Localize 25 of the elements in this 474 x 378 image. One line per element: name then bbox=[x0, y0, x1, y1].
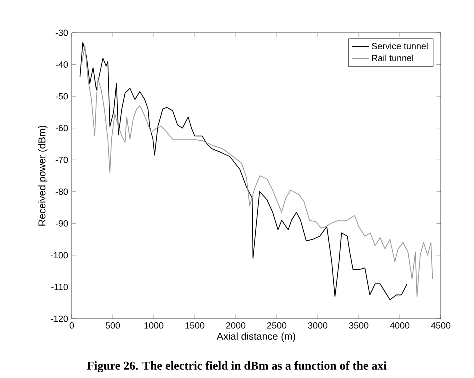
x-axis-title: Axial distance (m) bbox=[216, 332, 296, 342]
y-tick-label: -60 bbox=[56, 125, 68, 132]
x-tick-label: 2500 bbox=[267, 322, 287, 329]
legend-label: Service tunnel bbox=[372, 42, 428, 50]
x-tick-label: 3000 bbox=[308, 322, 328, 329]
y-tick-label: -40 bbox=[56, 62, 68, 68]
caption: Figure 26. The electric field in dBm as a function of the axi bbox=[87, 361, 387, 372]
y-axis-title: Received power (dBm) bbox=[38, 126, 48, 226]
y-tick-label: -30 bbox=[56, 30, 68, 36]
x-tick-label: 0 bbox=[70, 322, 74, 329]
y-tick-label: -80 bbox=[56, 188, 68, 196]
y-tick-label: -90 bbox=[56, 220, 68, 227]
y-tick-label: -110 bbox=[52, 284, 68, 290]
x-tick-label: 4500 bbox=[431, 322, 451, 329]
x-tick-label: 1000 bbox=[144, 322, 164, 329]
x-tick-label: 4000 bbox=[390, 322, 410, 329]
legend-label: Rail tunnel bbox=[372, 54, 414, 62]
y-tick-label: -100 bbox=[50, 252, 68, 259]
y-tick-label: -120 bbox=[50, 316, 68, 322]
x-tick-label: 2000 bbox=[226, 322, 246, 329]
x-tick-label: 1500 bbox=[186, 322, 205, 329]
x-tick-label: 3500 bbox=[349, 322, 369, 329]
y-tick-label: -70 bbox=[56, 156, 68, 164]
x-tick-label: 500 bbox=[106, 322, 120, 329]
y-tick-label: -50 bbox=[56, 93, 68, 100]
